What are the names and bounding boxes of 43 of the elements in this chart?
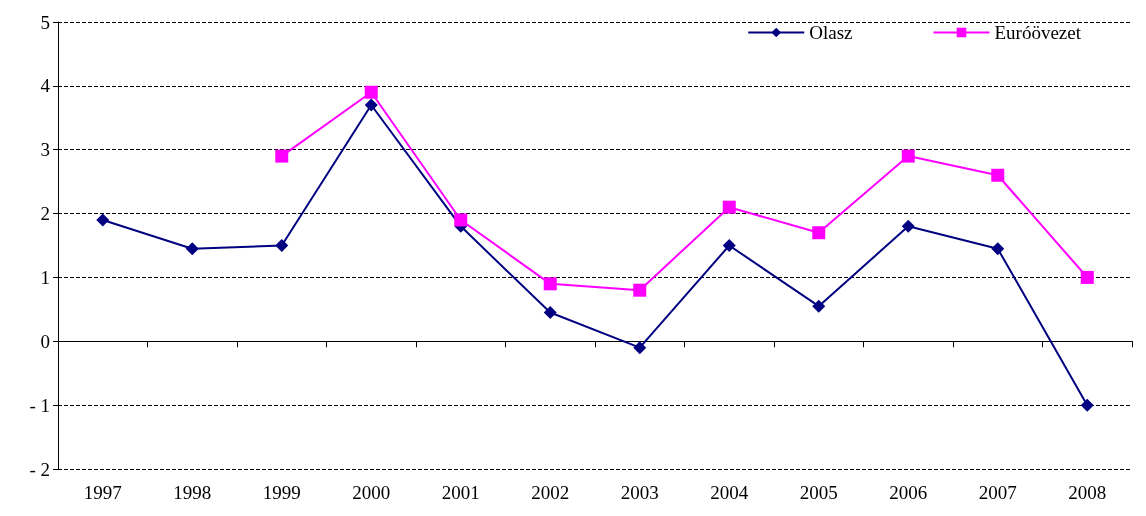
y-tick-label: 0 xyxy=(40,330,50,352)
x-tick-label: 2008 xyxy=(1068,482,1107,503)
point xyxy=(1080,270,1094,284)
x-tick-label: 1999 xyxy=(262,482,301,503)
point xyxy=(901,219,915,233)
point xyxy=(633,341,647,355)
point xyxy=(633,283,647,297)
x-tick-label: 2005 xyxy=(799,482,838,503)
point xyxy=(812,226,826,240)
point xyxy=(364,98,378,112)
x-tick-label: 2003 xyxy=(620,482,659,503)
y-tick-label: 5 xyxy=(40,11,50,33)
point xyxy=(991,168,1005,182)
x-tick-label: 2007 xyxy=(978,482,1017,503)
y-tick-label: 2 xyxy=(40,203,50,225)
x-tick-label: 2006 xyxy=(889,482,928,503)
point xyxy=(543,306,557,320)
point xyxy=(722,239,736,252)
point xyxy=(364,85,378,99)
y-tick-label: - 1 xyxy=(29,394,50,416)
point xyxy=(275,149,289,163)
x-tick-label: 2000 xyxy=(352,482,391,503)
point xyxy=(991,242,1005,256)
point xyxy=(185,242,199,256)
point xyxy=(96,213,110,227)
point xyxy=(543,277,557,291)
point xyxy=(454,213,468,227)
point xyxy=(722,200,736,214)
y-tick-label: - 2 xyxy=(29,458,50,480)
x-tick-label: 1997 xyxy=(83,482,122,503)
x-tick-label: 2001 xyxy=(441,482,480,503)
y-tick-label: 4 xyxy=(40,75,51,97)
x-tick-label: 1998 xyxy=(173,482,212,503)
legend-label: Olasz xyxy=(809,22,853,43)
y-tick-label: 3 xyxy=(40,139,50,161)
x-tick-label: 2004 xyxy=(710,482,749,503)
legend-label: Euróövezet xyxy=(994,22,1082,43)
point xyxy=(901,149,915,163)
point xyxy=(1080,398,1094,412)
point xyxy=(275,239,289,252)
y-tick-label: 1 xyxy=(40,266,50,288)
x-tick-label: 2002 xyxy=(531,482,570,503)
point xyxy=(812,299,826,313)
